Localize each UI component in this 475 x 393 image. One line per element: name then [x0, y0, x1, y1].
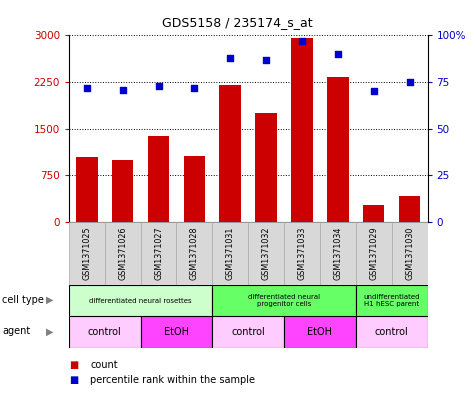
Bar: [356, 316, 428, 348]
Text: GSM1371028: GSM1371028: [190, 227, 199, 280]
Bar: [356, 222, 392, 285]
Text: cell type: cell type: [2, 295, 44, 305]
Bar: [356, 285, 428, 316]
Point: [298, 38, 306, 44]
Bar: [69, 222, 105, 285]
Text: ■: ■: [69, 360, 78, 370]
Text: GSM1371032: GSM1371032: [262, 227, 271, 280]
Bar: [212, 285, 356, 316]
Point: [370, 88, 378, 94]
Text: GSM1371034: GSM1371034: [333, 227, 342, 280]
Text: GSM1371026: GSM1371026: [118, 227, 127, 280]
Bar: [141, 222, 177, 285]
Bar: [320, 222, 356, 285]
Point: [83, 84, 91, 91]
Bar: [212, 222, 248, 285]
Text: EtOH: EtOH: [307, 327, 332, 337]
Text: GSM1371029: GSM1371029: [369, 227, 378, 280]
Bar: [291, 38, 313, 222]
Bar: [256, 113, 277, 222]
Text: differentiated neural
progenitor cells: differentiated neural progenitor cells: [248, 294, 320, 307]
Text: count: count: [90, 360, 118, 370]
Text: control: control: [375, 327, 408, 337]
Point: [406, 79, 413, 85]
Text: GSM1371033: GSM1371033: [297, 227, 306, 280]
Bar: [148, 136, 169, 222]
Text: GDS5158 / 235174_s_at: GDS5158 / 235174_s_at: [162, 16, 313, 29]
Text: GSM1371030: GSM1371030: [405, 227, 414, 280]
Text: percentile rank within the sample: percentile rank within the sample: [90, 375, 255, 386]
Bar: [105, 222, 141, 285]
Bar: [69, 285, 212, 316]
Bar: [327, 77, 349, 222]
Bar: [284, 316, 356, 348]
Bar: [392, 222, 428, 285]
Text: undifferentiated
H1 hESC parent: undifferentiated H1 hESC parent: [363, 294, 420, 307]
Bar: [363, 205, 384, 222]
Bar: [177, 222, 212, 285]
Bar: [69, 316, 141, 348]
Text: GSM1371027: GSM1371027: [154, 227, 163, 280]
Bar: [219, 85, 241, 222]
Point: [334, 51, 342, 57]
Bar: [112, 160, 133, 222]
Bar: [248, 222, 284, 285]
Text: control: control: [231, 327, 265, 337]
Bar: [212, 316, 284, 348]
Bar: [141, 316, 212, 348]
Text: ■: ■: [69, 375, 78, 386]
Point: [119, 86, 126, 93]
Point: [227, 55, 234, 61]
Text: ▶: ▶: [46, 326, 54, 336]
Text: differentiated neural rosettes: differentiated neural rosettes: [89, 298, 192, 304]
Bar: [399, 196, 420, 222]
Bar: [76, 157, 97, 222]
Point: [155, 83, 162, 89]
Text: GSM1371031: GSM1371031: [226, 227, 235, 280]
Point: [190, 84, 198, 91]
Text: agent: agent: [2, 326, 30, 336]
Bar: [184, 156, 205, 222]
Text: GSM1371025: GSM1371025: [82, 227, 91, 280]
Point: [262, 57, 270, 63]
Text: ▶: ▶: [46, 295, 54, 305]
Bar: [284, 222, 320, 285]
Text: control: control: [88, 327, 122, 337]
Text: EtOH: EtOH: [164, 327, 189, 337]
